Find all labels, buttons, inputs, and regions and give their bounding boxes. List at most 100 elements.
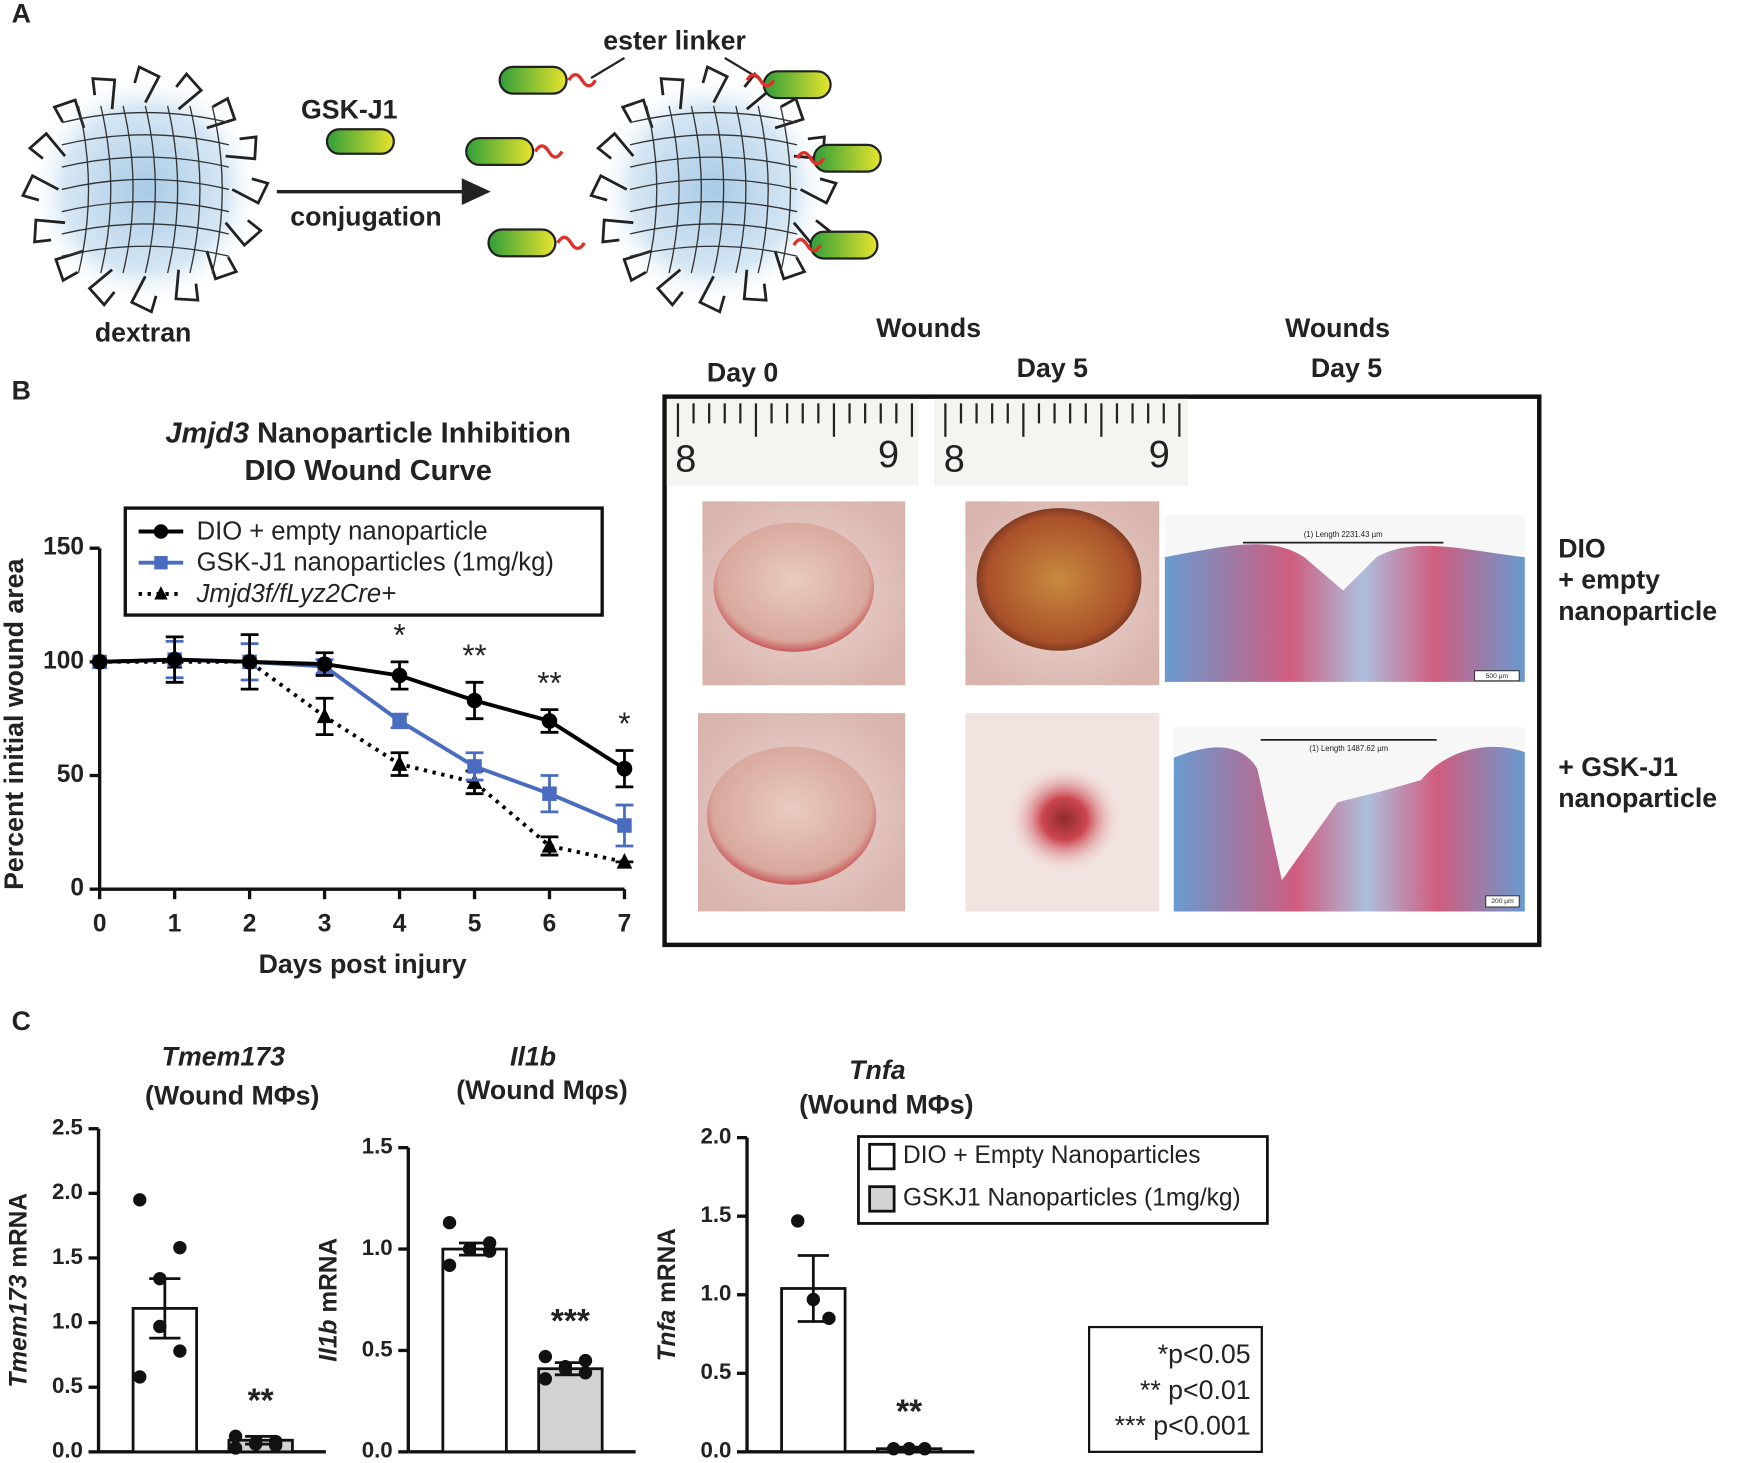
y-tick-label: 1.0	[700, 1281, 731, 1306]
y-axis-label: Il1b mRNA	[316, 1238, 343, 1362]
dextran-arm	[659, 77, 685, 110]
dextran-arm	[52, 98, 86, 129]
significance-label: **	[896, 1394, 922, 1431]
y-axis-label: Tnfa mRNA	[655, 1228, 682, 1362]
dextran-arm	[655, 268, 684, 308]
data-point	[467, 759, 482, 774]
ruler-label: 9	[1149, 434, 1170, 476]
significance-label: ***	[551, 1303, 590, 1340]
y-axis-label: Tmem173 mRNA	[6, 1193, 33, 1388]
dextran-arm	[224, 219, 263, 248]
ruler-label: 8	[675, 438, 696, 480]
dextran-mesh	[757, 105, 769, 274]
dextran-arm	[54, 249, 85, 283]
scale-box	[1474, 670, 1520, 682]
scale-label: 500 µm	[1486, 673, 1509, 680]
conjugation-diagram: GSK-J1 conjugation ester linker dextran	[20, 25, 882, 347]
key-entry: *** p<0.001	[1115, 1410, 1251, 1440]
x-tick-label: 4	[393, 910, 407, 937]
chart-title: DIO Wound Curve	[245, 455, 492, 487]
ester-linker	[792, 237, 823, 253]
bar	[441, 1247, 508, 1454]
dextran-arm	[596, 131, 635, 160]
row-label: + empty	[1558, 565, 1660, 595]
data-point	[228, 1441, 243, 1455]
drug-capsule	[325, 128, 395, 155]
column-header: Day 0	[707, 357, 778, 387]
data-point	[578, 1353, 593, 1368]
dextran-arm	[129, 275, 158, 314]
data-point	[806, 1292, 821, 1307]
data-point	[558, 1362, 573, 1376]
dextran-core	[596, 72, 831, 307]
carrier-label: dextran	[95, 317, 192, 347]
dextran-mesh	[61, 156, 230, 168]
drug-capsule	[809, 230, 879, 260]
dextran-mesh	[668, 105, 680, 274]
legend-swatch	[868, 1185, 896, 1213]
series-line	[99, 659, 625, 864]
data-point	[822, 1311, 836, 1326]
legend-label: DIO + empty nanoparticle	[197, 517, 488, 545]
drug-capsule	[762, 70, 832, 100]
legend-label: DIO + Empty Nanoparticles	[903, 1142, 1201, 1169]
dextran-arm	[225, 135, 258, 161]
ruler-label: 9	[878, 434, 899, 476]
y-tick-label: 1.5	[362, 1134, 393, 1159]
y-tick-label: 1.0	[362, 1235, 393, 1260]
key-entry: *p<0.05	[1158, 1339, 1251, 1369]
data-point	[241, 654, 258, 670]
dextran-core	[28, 72, 263, 307]
dextran-arm	[799, 177, 838, 205]
wound	[713, 522, 875, 652]
significance-label: *	[393, 618, 405, 653]
data-point	[466, 692, 483, 709]
column-header: Day 5	[1017, 353, 1088, 383]
panel-label: C	[12, 1006, 31, 1036]
ester-linker	[533, 144, 564, 159]
row-label: nanoparticle	[1558, 596, 1717, 626]
dextran-mesh	[61, 201, 230, 213]
legend-box	[123, 506, 604, 617]
dextran-mesh	[735, 105, 747, 274]
ester-linker	[795, 151, 826, 166]
drug-label: GSK-J1	[301, 94, 398, 124]
data-point	[173, 1344, 187, 1358]
y-tick-label: 2.0	[52, 1179, 83, 1204]
y-tick-label: 100	[43, 647, 84, 674]
callout-line	[590, 56, 626, 79]
row-label: nanoparticle	[1558, 783, 1717, 813]
y-tick-label: 0	[70, 875, 84, 902]
x-tick-label: 3	[318, 910, 332, 937]
data-point	[918, 1442, 932, 1456]
data-point	[616, 760, 633, 777]
dextran-mesh	[144, 105, 157, 274]
wound	[976, 508, 1142, 651]
dextran-arm	[231, 177, 270, 205]
dextran-mesh	[779, 105, 792, 274]
significance-label: **	[537, 665, 561, 700]
x-tick-label: 7	[618, 910, 632, 937]
ester-linker	[745, 73, 776, 88]
legend-marker	[153, 524, 169, 539]
dextran-mesh	[629, 245, 798, 257]
y-tick-label: 0.0	[700, 1438, 731, 1463]
dextran-mesh	[629, 134, 798, 146]
y-tick-label: 0.0	[52, 1438, 83, 1463]
significance-label: *	[618, 706, 630, 741]
ester-linker	[556, 235, 586, 251]
dextran-arm	[773, 250, 807, 281]
data-point	[166, 651, 183, 668]
row-label: + GSK-J1	[1558, 752, 1678, 782]
dextran-arm	[27, 131, 67, 160]
drug-capsule	[465, 137, 535, 167]
dextran-mesh	[189, 105, 201, 274]
dextran-mesh	[61, 178, 230, 191]
data-point	[617, 818, 632, 833]
tissue	[1173, 746, 1525, 912]
chart-title: Jmjd3 Nanoparticle Inhibition	[165, 417, 571, 449]
wound	[1008, 765, 1121, 873]
data-point	[538, 1349, 553, 1364]
